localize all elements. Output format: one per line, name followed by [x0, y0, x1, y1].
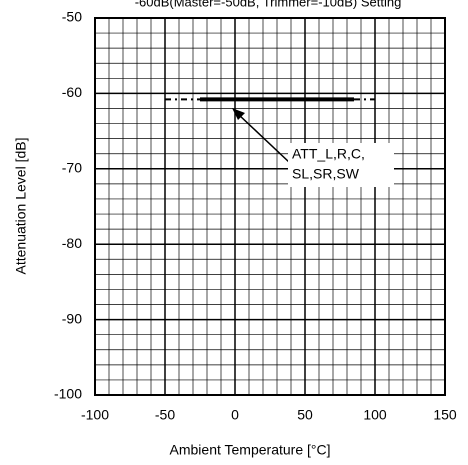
annotation-text: SL,SR,SW: [292, 166, 360, 182]
annotation-box: [288, 143, 394, 187]
annotation-arrow: [237, 113, 291, 164]
x-axis-label: Ambient Temperature [°C]: [170, 442, 331, 458]
x-tick-label: 100: [363, 407, 387, 423]
y-tick-label: -50: [62, 9, 82, 25]
y-tick-label: -90: [62, 310, 82, 326]
x-tick-label: 150: [433, 407, 457, 423]
x-tick-label: 0: [231, 407, 239, 423]
plot-frame: [94, 17, 446, 396]
y-tick-label: -70: [62, 160, 82, 176]
y-axis-label: Attenuation Level [dB]: [13, 138, 29, 275]
annotation-text: ATT_L,R,C,: [292, 146, 365, 162]
x-tick-label: -50: [155, 407, 175, 423]
y-tick-label: -60: [62, 84, 82, 100]
x-tick-label: 50: [297, 407, 313, 423]
x-tick-label: -100: [81, 407, 109, 423]
annotation-arrowhead: [232, 108, 245, 120]
y-tick-label: -80: [62, 235, 82, 251]
chart-title: -60dB(Master=-50dB, Trimmer=-10dB) Setti…: [135, 0, 402, 9]
y-tick-label: -100: [54, 386, 82, 402]
